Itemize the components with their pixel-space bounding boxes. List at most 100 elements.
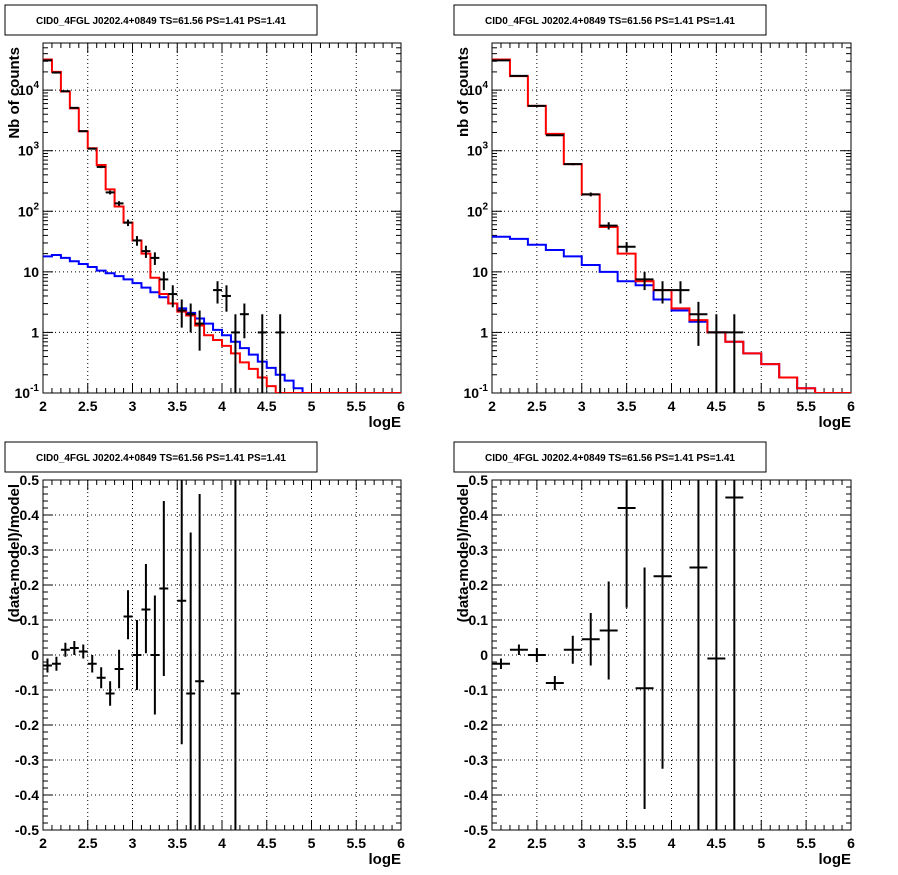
data-point	[132, 620, 142, 690]
data-point	[492, 658, 510, 669]
data-point	[43, 658, 52, 673]
y-tick-label: -0.5	[15, 822, 39, 838]
data-point	[186, 532, 196, 830]
data-point	[78, 130, 88, 133]
data-point	[527, 648, 546, 662]
data-point	[563, 163, 582, 166]
x-tick-label: 3	[578, 835, 586, 851]
data-point	[599, 581, 618, 680]
y-tick-label: 10	[472, 264, 488, 280]
x-tick-label: 4	[668, 835, 676, 851]
x-axis-label: logE	[819, 414, 852, 431]
y-axis-label: (data-model)/model	[455, 484, 472, 622]
data-point	[141, 245, 151, 258]
y-tick-label: 102	[467, 201, 489, 219]
x-tick-label: 2	[488, 398, 496, 414]
data-point	[159, 271, 169, 291]
y-axis-label: Nb of counts	[6, 47, 23, 139]
y-axis-label: nb of counts	[455, 47, 472, 137]
y-tick-label-base: 10	[467, 203, 483, 219]
x-tick-label: 6	[397, 835, 405, 851]
y-tick-label: -0.2	[464, 717, 488, 733]
y-tick-label: 1	[31, 324, 39, 340]
y-tick-label-exp: 2	[33, 201, 39, 212]
data-point	[51, 656, 61, 671]
axis-ticks	[491, 479, 852, 831]
x-tick-label: 2	[39, 398, 47, 414]
x-tick-label: 3.5	[617, 398, 637, 414]
data-point	[69, 106, 79, 109]
y-tick-label: 0.5	[20, 472, 40, 488]
x-tick-label: 5.5	[796, 835, 816, 851]
data-point	[671, 281, 690, 304]
y-tick-label: 102	[18, 201, 40, 219]
data-point	[60, 642, 70, 657]
chart-title: CID0_4FGL J0202.4+0849 TS=61.56 PS=1.41 …	[485, 453, 735, 464]
y-tick-label: -0.3	[464, 752, 488, 768]
axis-ticks	[42, 479, 402, 831]
model-histogram-blue	[492, 235, 851, 393]
title-box	[453, 4, 767, 36]
data-point	[617, 242, 636, 253]
y-tick-label-exp: 3	[33, 141, 39, 152]
x-tick-label: 5	[308, 398, 316, 414]
chart-title: CID0_4FGL J0202.4+0849 TS=61.56 PS=1.41 …	[485, 16, 735, 27]
data-point	[96, 165, 106, 169]
title-box	[453, 441, 767, 473]
title-box	[4, 4, 318, 36]
title-box	[4, 441, 318, 473]
x-tick-label: 5.5	[347, 398, 367, 414]
data-point	[114, 201, 124, 206]
data-point	[707, 314, 726, 393]
data-point	[186, 303, 196, 333]
y-tick-label: -0.1	[464, 682, 488, 698]
chart-panel: CID0_4FGL J0202.4+0849 TS=61.56 PS=1.41 …	[4, 441, 405, 868]
data-point	[581, 613, 600, 666]
data-point	[159, 501, 169, 676]
y-tick-label: -0.2	[15, 717, 39, 733]
grid	[492, 43, 851, 393]
y-tick-label: 104	[467, 80, 489, 98]
y-tick-label: 0.5	[469, 472, 489, 488]
x-axis-label: logE	[819, 851, 852, 868]
data-point	[150, 595, 160, 715]
y-tick-label-base: 10	[18, 143, 34, 159]
y-tick-label-exp: 3	[482, 141, 488, 152]
y-tick-label: -0.1	[15, 682, 39, 698]
y-tick-label: -0.5	[464, 822, 488, 838]
data-point	[707, 480, 726, 830]
y-tick-label: 0.2	[469, 577, 489, 593]
x-tick-label: 6	[847, 835, 855, 851]
data-point	[257, 314, 267, 393]
x-tick-label: 2.5	[527, 835, 547, 851]
x-tick-label: 2.5	[78, 398, 98, 414]
y-tick-label-exp: -1	[30, 383, 39, 394]
x-tick-label: 2.5	[78, 835, 98, 851]
data-point	[78, 644, 88, 659]
y-tick-label-base: 10	[464, 385, 480, 401]
axis-ticks	[491, 42, 852, 394]
x-tick-label: 5	[308, 835, 316, 851]
x-tick-label: 3	[578, 398, 586, 414]
data-point	[96, 667, 106, 689]
data-point	[239, 303, 249, 339]
y-tick-label-base: 10	[18, 82, 34, 98]
data-point	[195, 494, 205, 830]
y-tick-label: 10-1	[15, 383, 40, 401]
data-point	[725, 480, 744, 830]
x-tick-label: 6	[397, 398, 405, 414]
chart-panel: CID0_4FGL J0202.4+0849 TS=61.56 PS=1.41 …	[453, 441, 855, 868]
x-tick-label: 3.5	[168, 398, 188, 414]
y-axis-label: (data-model)/model	[6, 484, 23, 622]
y-tick-label-exp: 4	[33, 80, 39, 91]
y-tick-label: 0.2	[20, 577, 40, 593]
data-point	[87, 655, 97, 673]
grid	[43, 480, 401, 830]
chart-panel: CID0_4FGL J0202.4+0849 TS=61.56 PS=1.41 …	[453, 4, 855, 431]
data-point	[545, 134, 564, 137]
chart-title: CID0_4FGL J0202.4+0849 TS=61.56 PS=1.41 …	[36, 16, 286, 27]
data-point	[123, 590, 133, 640]
data-point	[114, 649, 124, 689]
y-tick-label-base: 10	[18, 203, 34, 219]
data-point	[105, 681, 115, 706]
